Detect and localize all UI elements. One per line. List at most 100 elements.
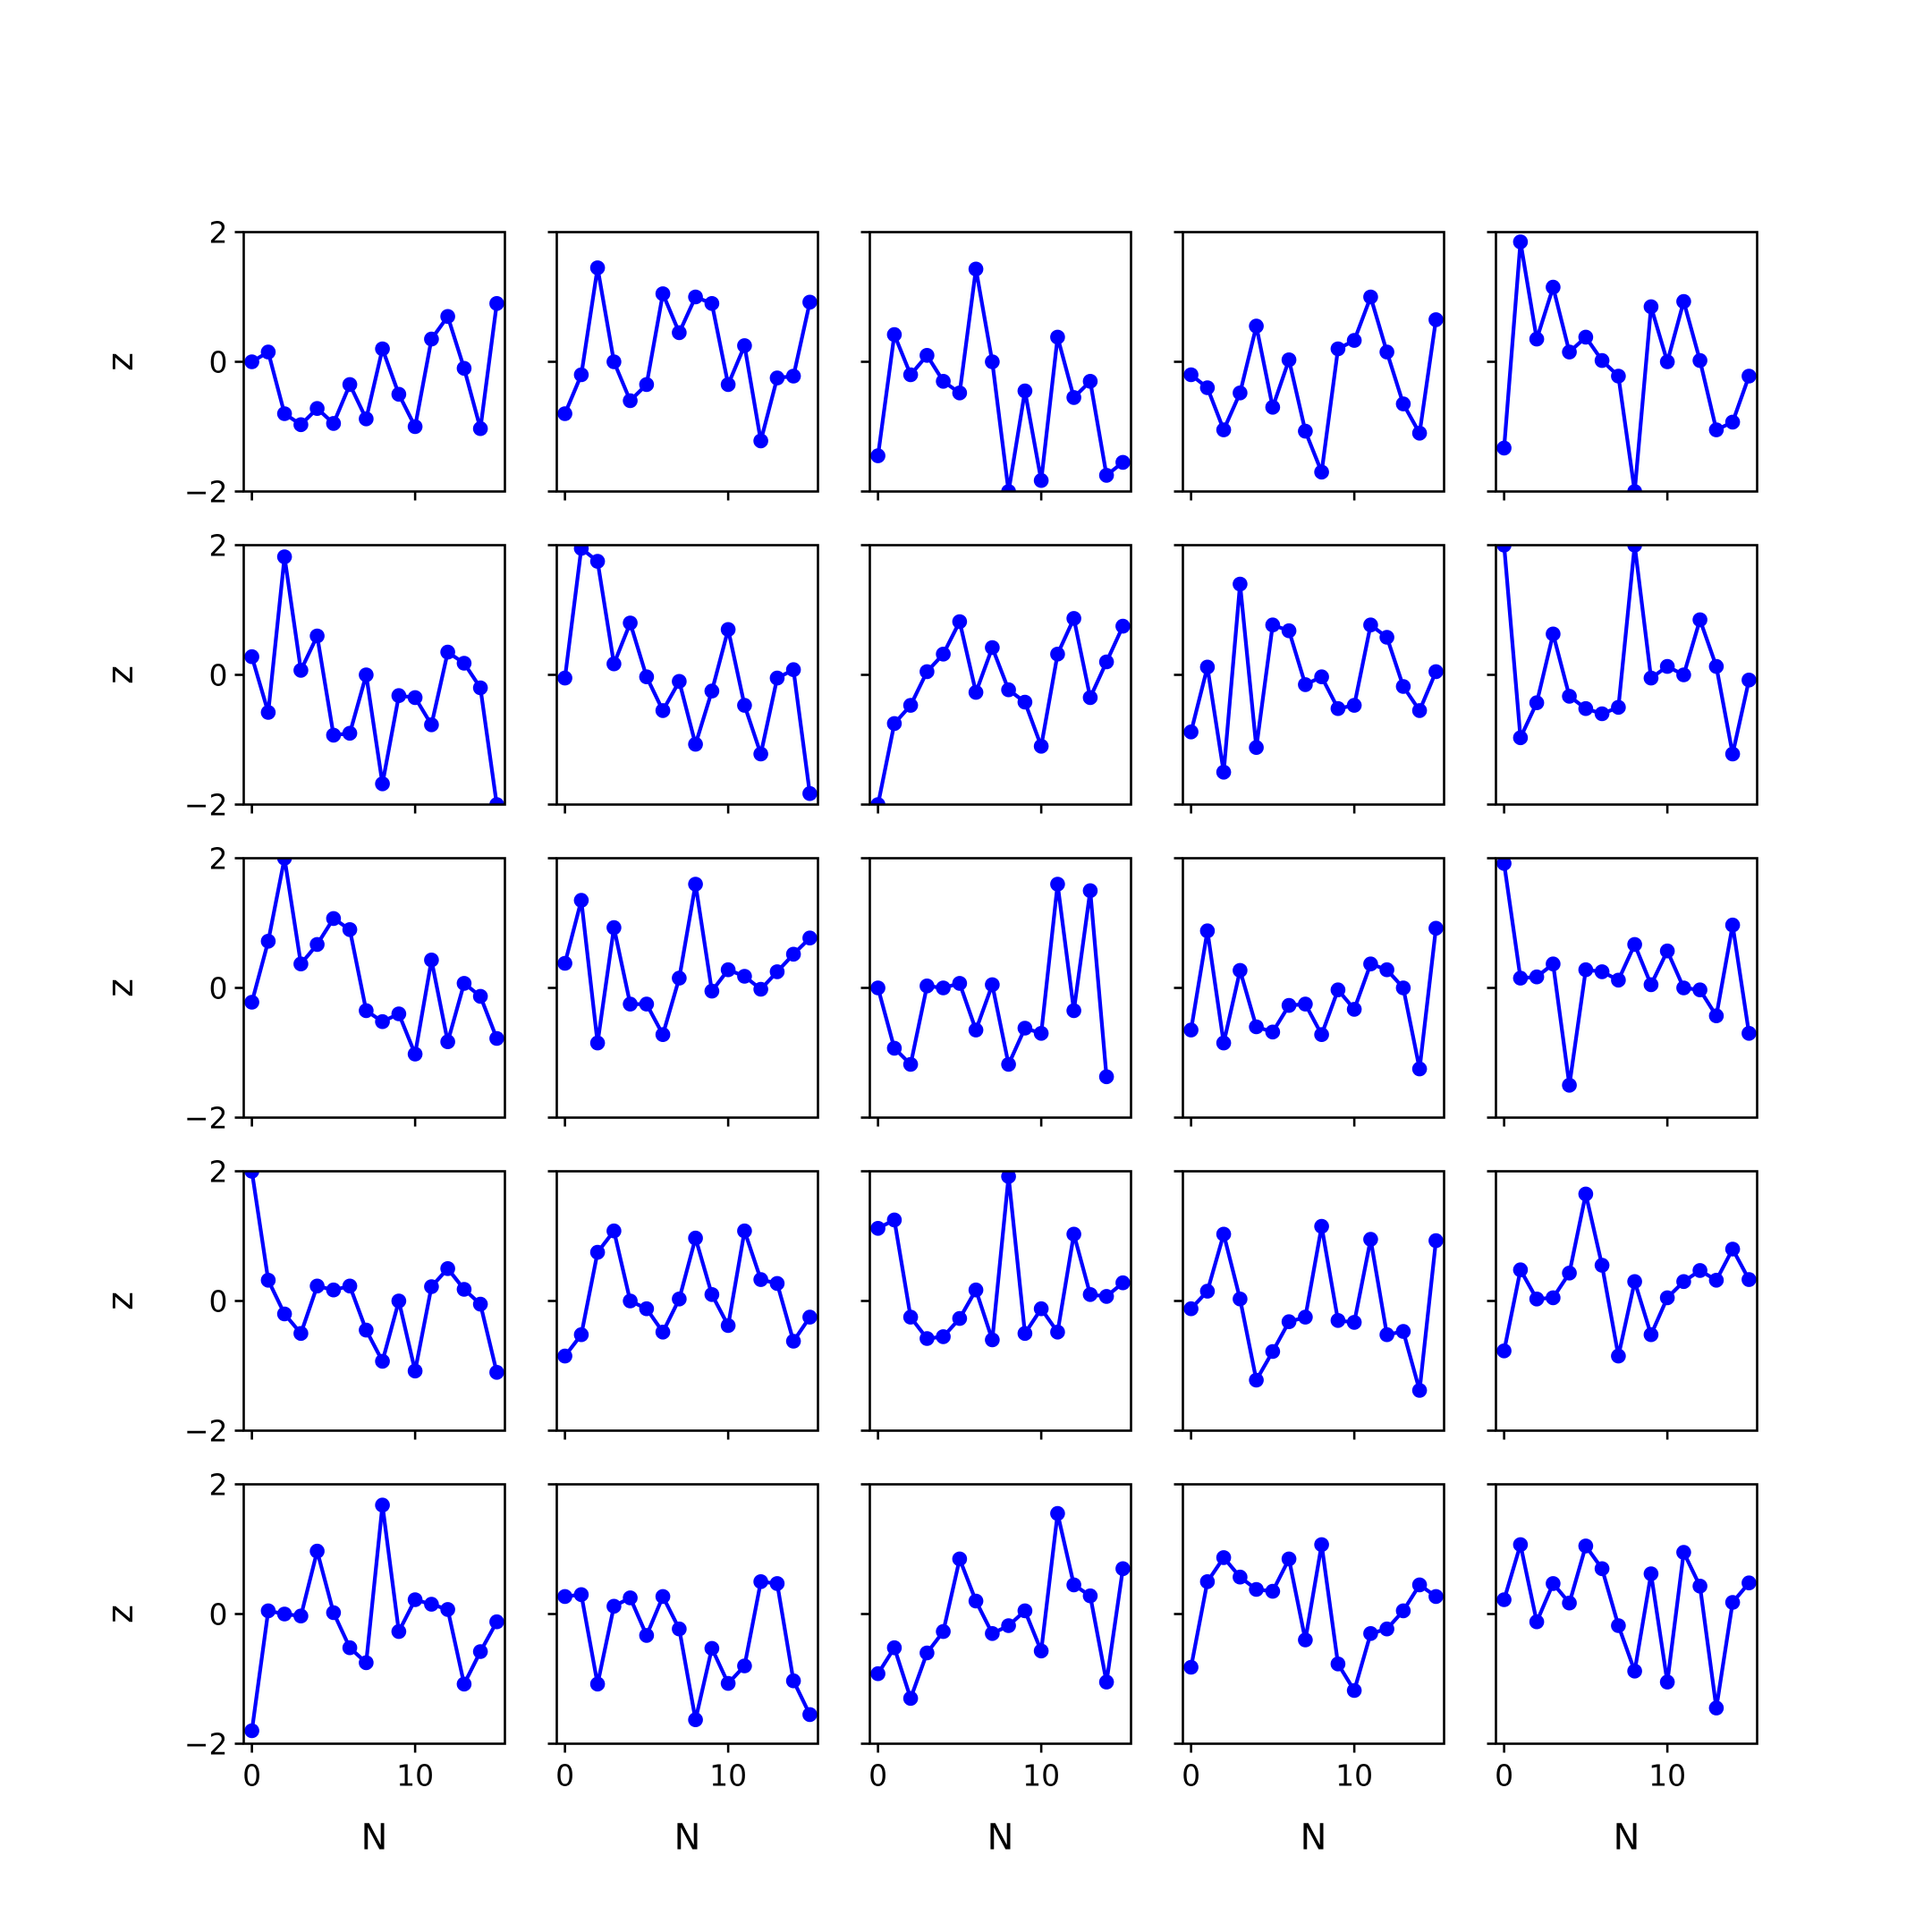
data-point: [1496, 1592, 1512, 1607]
data-point: [1395, 980, 1411, 996]
x-tick-label: 10: [1022, 1758, 1060, 1793]
data-point: [1265, 617, 1281, 632]
data-point: [1611, 1618, 1626, 1633]
data-point: [1594, 706, 1610, 722]
data-point: [407, 1592, 423, 1607]
series-group: [244, 549, 504, 805]
subplot-1-5: [1487, 231, 1758, 501]
data-point: [1578, 1186, 1594, 1202]
data-point: [1199, 380, 1216, 395]
data-point: [1314, 1218, 1329, 1234]
subplot-5-3: 0 10N: [860, 1483, 1132, 1859]
data-point: [359, 1655, 374, 1671]
data-point: [472, 420, 488, 436]
data-point: [1017, 1603, 1033, 1619]
data-point: [456, 1282, 472, 1297]
y-tick-label: 2: [209, 1155, 228, 1190]
axes-frame: [1495, 231, 1758, 493]
data-point: [720, 622, 736, 638]
data-point: [1627, 1274, 1642, 1290]
data-point: [1033, 1643, 1049, 1659]
data-point: [672, 1292, 687, 1307]
series-group: [1183, 1537, 1444, 1699]
data-point: [1330, 1313, 1346, 1328]
subplot-2-2: [547, 544, 819, 814]
data-point: [424, 331, 439, 347]
data-point: [1001, 1056, 1016, 1072]
series-line: [1190, 1224, 1438, 1393]
data-point: [391, 1006, 407, 1021]
data-point: [720, 962, 736, 978]
data-point: [1546, 279, 1561, 295]
series-group: [1496, 1537, 1757, 1716]
y-axis-label: z: [100, 979, 141, 997]
data-point: [1643, 977, 1659, 993]
data-point: [1265, 1343, 1281, 1360]
data-point: [1017, 1326, 1033, 1342]
subplot-2-4: [1174, 544, 1445, 814]
data-point: [785, 946, 801, 962]
data-point: [1199, 1574, 1216, 1589]
data-point: [1233, 576, 1248, 592]
data-point: [1627, 484, 1642, 492]
data-point: [1216, 765, 1232, 780]
data-point: [623, 393, 638, 409]
data-point: [1578, 700, 1594, 716]
data-point: [1216, 1035, 1232, 1051]
data-point: [1496, 440, 1512, 456]
data-point: [952, 386, 968, 401]
data-point: [753, 433, 768, 449]
data-point: [1346, 1002, 1362, 1017]
data-point: [293, 1608, 309, 1623]
data-point: [1183, 1659, 1199, 1675]
data-point: [737, 1658, 752, 1674]
data-point: [276, 549, 292, 564]
data-point: [407, 419, 423, 435]
data-point: [326, 1282, 342, 1298]
data-point: [1676, 293, 1691, 309]
data-point: [244, 995, 259, 1010]
subplot-3-2: [547, 857, 819, 1127]
data-point: [1265, 400, 1281, 415]
data-point: [1627, 545, 1642, 553]
y-axis-label: z: [100, 1605, 141, 1623]
data-point: [1741, 1026, 1757, 1041]
data-point: [1199, 923, 1216, 938]
data-point: [1513, 1262, 1529, 1277]
y-tick-label: −2: [184, 1101, 228, 1136]
series-line: [1502, 545, 1751, 757]
subplot-3-5: [1487, 857, 1758, 1127]
data-point: [1643, 1326, 1659, 1343]
series-line: [1502, 1542, 1751, 1710]
data-point: [391, 688, 407, 703]
y-axis-label: z: [100, 665, 141, 684]
data-point: [1098, 1674, 1114, 1690]
data-point: [1643, 299, 1659, 315]
subplot-4-4: [1174, 1170, 1445, 1440]
data-point: [639, 1628, 655, 1643]
data-point: [1115, 454, 1131, 470]
data-point: [802, 930, 818, 945]
data-point: [902, 1690, 919, 1707]
data-point: [440, 1602, 455, 1617]
data-point: [1692, 1263, 1707, 1278]
data-point: [655, 1027, 671, 1042]
data-point: [720, 1318, 736, 1334]
data-point: [1741, 369, 1757, 384]
data-point: [1513, 730, 1529, 746]
data-point: [688, 1712, 703, 1727]
data-point: [985, 1332, 1000, 1348]
data-point: [1363, 1232, 1378, 1247]
data-point: [1395, 396, 1411, 411]
data-point: [1082, 690, 1098, 706]
data-point: [1692, 1579, 1707, 1594]
data-point: [489, 1030, 504, 1046]
data-point: [769, 1576, 785, 1591]
y-tick-label: 0: [209, 1597, 228, 1632]
data-point: [968, 1593, 984, 1609]
data-point: [952, 1310, 968, 1326]
data-point: [1428, 312, 1444, 327]
data-point: [623, 996, 638, 1012]
data-point: [1183, 1022, 1199, 1038]
